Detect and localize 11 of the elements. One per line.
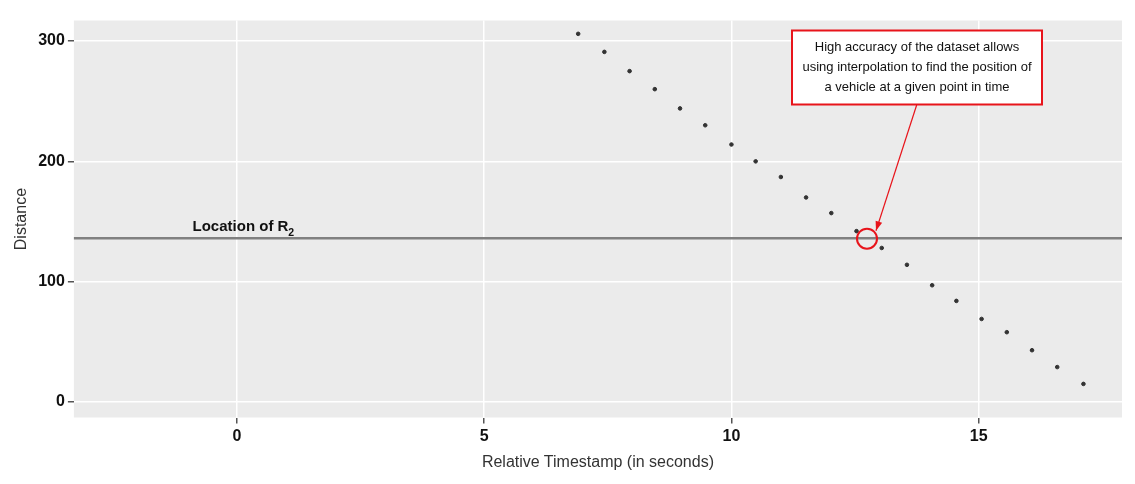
y-tick-label: 0 <box>55 392 65 410</box>
x-tick-label: 5 <box>479 426 489 444</box>
y-tick-label: 200 <box>38 151 65 169</box>
y-tick-label: 300 <box>38 31 65 49</box>
y-axis-title: Distance <box>12 187 30 251</box>
x-tick-label: 10 <box>722 426 741 444</box>
x-tick-label: 0 <box>232 426 242 444</box>
annotation: High accuracy of the dataset allows using interpolation to find the position of a vehicle at a given point in time <box>802 39 1032 95</box>
x-tick-label: 15 <box>969 426 988 444</box>
x-axis-title: Relative Timestamp (in seconds) <box>481 452 714 470</box>
y-tick-label: 100 <box>38 272 65 290</box>
